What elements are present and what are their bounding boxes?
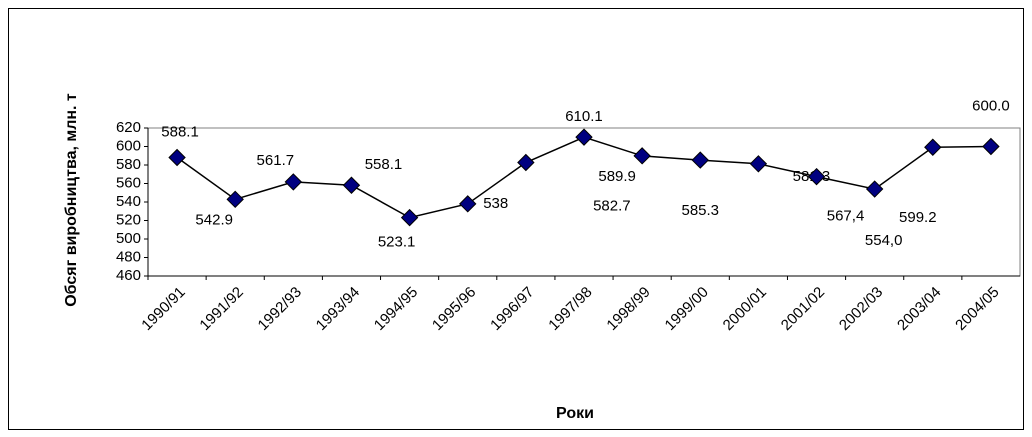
marker [284,173,303,191]
data-label: 600.0 [972,97,1010,114]
y-tick-label: 560 [116,174,141,191]
data-label: 610.1 [565,108,603,125]
y-tick-label: 600 [116,137,141,154]
y-tick-label: 540 [116,193,141,210]
marker [865,180,884,198]
data-label: 589.9 [598,168,636,185]
marker [749,155,768,173]
y-tick-label: 620 [116,119,141,136]
marker [807,167,826,186]
marker [982,137,1000,156]
data-label: 599.2 [899,209,937,226]
data-label: 561.7 [257,152,295,169]
y-tick-label: 580 [116,156,141,173]
marker [691,151,709,169]
marker [168,148,186,167]
marker [400,208,419,227]
y-axis-label: Обсяг виробництва, млн. т [63,93,80,307]
data-label: 554,0 [865,232,903,249]
y-tick-label: 480 [116,248,141,265]
marker [459,195,477,213]
x-axis-label: Роки [556,405,594,422]
marker [342,176,361,194]
data-label: 588.1 [161,123,199,140]
data-label: 538 [483,195,508,212]
y-tick-label: 520 [116,211,141,228]
marker [633,147,651,165]
y-tick-label: 500 [116,230,141,247]
y-tick-label: 460 [116,267,141,284]
marker [924,138,942,156]
data-label: 542.9 [195,211,233,228]
marker [517,153,535,172]
marker [575,128,593,146]
chart-border [8,8,1024,430]
data-label: 523.1 [378,234,416,251]
data-label: 582.7 [593,197,631,214]
data-label: 558.1 [365,156,403,173]
data-label: 567,4 [827,208,865,225]
marker [226,190,244,209]
data-label: 585.3 [681,202,719,219]
